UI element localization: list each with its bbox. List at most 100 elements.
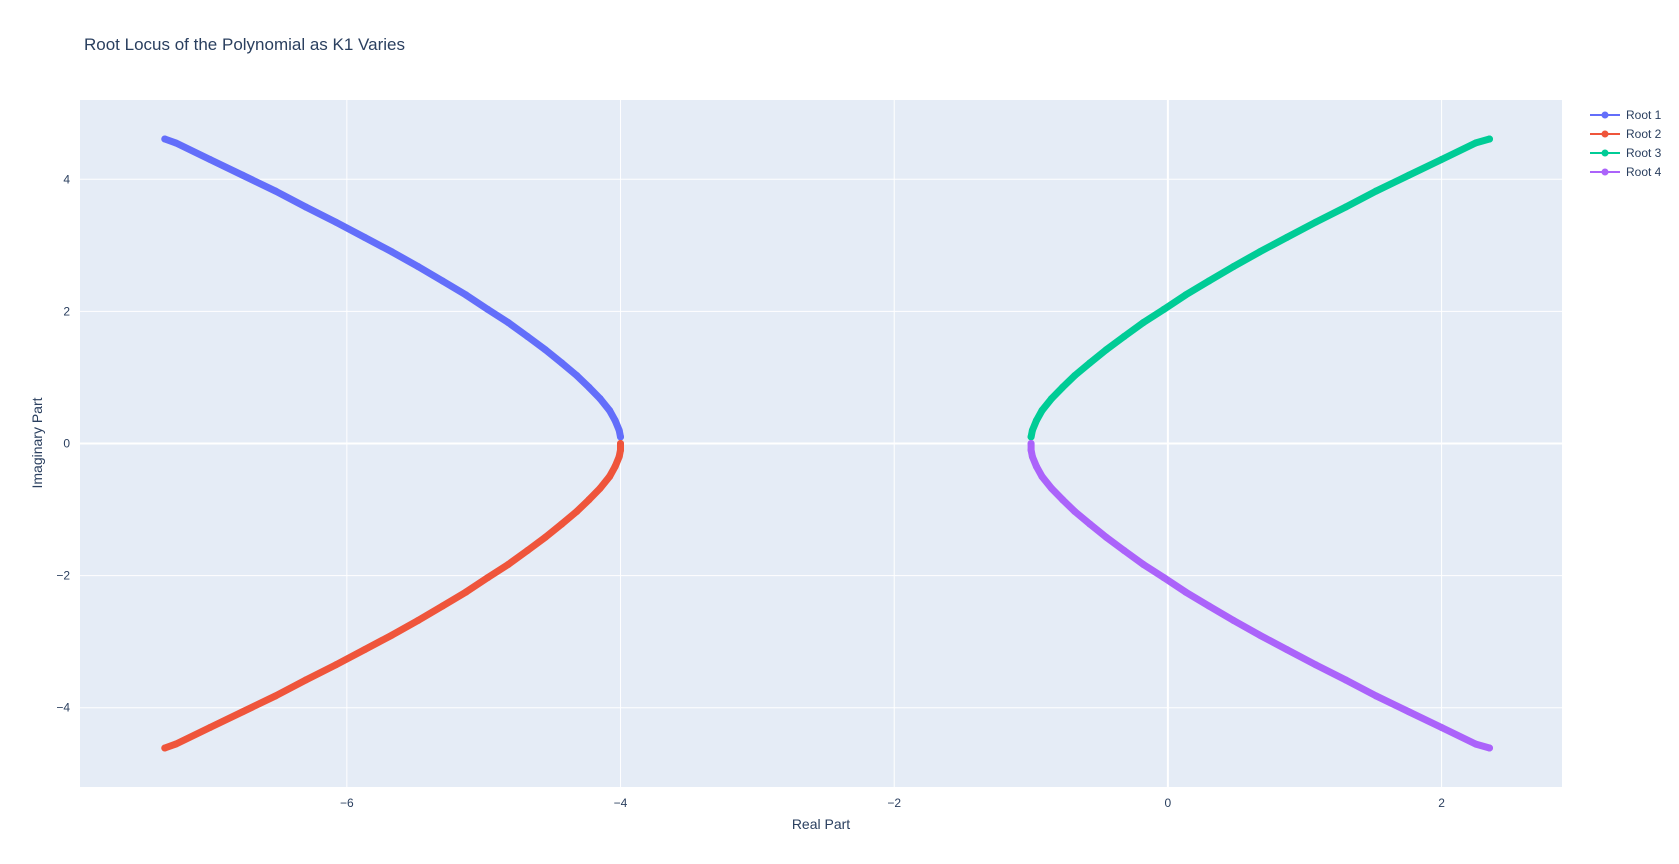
x-tick-label: −6 bbox=[340, 796, 354, 810]
tick-labels: −6 −4 −2 0 2 −4 −2 0 2 4 bbox=[56, 172, 1445, 810]
data-point bbox=[1312, 218, 1320, 226]
data-point bbox=[462, 588, 470, 596]
y-tick-label: −2 bbox=[56, 569, 70, 583]
data-point bbox=[161, 744, 169, 752]
data-point bbox=[558, 520, 566, 528]
series-3 bbox=[1027, 135, 1493, 441]
data-point bbox=[1438, 724, 1446, 732]
data-point bbox=[596, 395, 604, 403]
series-layer bbox=[161, 135, 1493, 752]
data-point bbox=[272, 187, 280, 195]
data-point bbox=[272, 692, 280, 700]
data-point bbox=[617, 433, 625, 441]
data-point bbox=[611, 416, 619, 424]
data-point bbox=[1071, 508, 1079, 516]
data-point bbox=[1086, 520, 1094, 528]
data-point bbox=[1038, 473, 1046, 481]
x-tick-label: 0 bbox=[1165, 796, 1172, 810]
data-point bbox=[523, 547, 531, 555]
data-point bbox=[585, 496, 593, 504]
data-point bbox=[1033, 416, 1041, 424]
y-tick-label: −4 bbox=[56, 701, 70, 715]
data-point bbox=[1071, 371, 1079, 379]
legend-item[interactable]: Root 1 bbox=[1590, 108, 1662, 122]
legend-label: Root 2 bbox=[1626, 127, 1662, 141]
data-point bbox=[332, 661, 340, 669]
data-point bbox=[1048, 395, 1056, 403]
data-point bbox=[1485, 135, 1493, 143]
data-point bbox=[573, 371, 581, 379]
data-point bbox=[1033, 463, 1041, 471]
legend-label: Root 1 bbox=[1626, 108, 1662, 122]
legend[interactable]: Root 1 Root 2 Root 3 Root 4 bbox=[1590, 108, 1662, 179]
data-point bbox=[541, 533, 549, 541]
legend-swatch-marker bbox=[1601, 130, 1609, 138]
data-point bbox=[462, 291, 470, 299]
data-point bbox=[1283, 233, 1291, 241]
data-point bbox=[1256, 248, 1264, 256]
data-point bbox=[1230, 262, 1238, 270]
legend-swatch-marker bbox=[1601, 111, 1609, 119]
legend-item[interactable]: Root 2 bbox=[1590, 127, 1662, 141]
data-point bbox=[606, 473, 614, 481]
data-point bbox=[523, 332, 531, 340]
data-point bbox=[1405, 171, 1413, 179]
series-1 bbox=[161, 135, 625, 441]
series-4 bbox=[1027, 440, 1493, 752]
data-point bbox=[1342, 676, 1350, 684]
y-axis-title: Imaginary Part bbox=[29, 397, 45, 488]
y-tick-label: 0 bbox=[63, 437, 70, 451]
data-point bbox=[1256, 631, 1264, 639]
data-point bbox=[414, 262, 422, 270]
data-point bbox=[1139, 560, 1147, 568]
data-point bbox=[1472, 139, 1480, 147]
chart-title: Root Locus of the Polynomial as K1 Varie… bbox=[84, 35, 405, 54]
data-point bbox=[332, 218, 340, 226]
x-tick-label: 2 bbox=[1438, 796, 1445, 810]
data-point bbox=[585, 383, 593, 391]
data-point bbox=[1027, 440, 1035, 447]
data-point bbox=[606, 406, 614, 414]
data-point bbox=[615, 426, 623, 434]
data-point bbox=[1120, 547, 1128, 555]
data-point bbox=[1182, 291, 1190, 299]
data-point bbox=[558, 359, 566, 367]
data-point bbox=[1139, 319, 1147, 327]
data-point bbox=[1205, 602, 1213, 610]
data-point bbox=[617, 440, 625, 447]
data-point bbox=[361, 233, 369, 241]
data-point bbox=[1160, 574, 1168, 582]
series-2 bbox=[161, 440, 625, 752]
data-point bbox=[1102, 533, 1110, 541]
data-point bbox=[1342, 203, 1350, 211]
data-point bbox=[1230, 617, 1238, 625]
data-point bbox=[1312, 661, 1320, 669]
data-point bbox=[161, 135, 169, 143]
data-point bbox=[439, 277, 447, 285]
data-point bbox=[484, 305, 492, 313]
data-point bbox=[1059, 383, 1067, 391]
x-tick-label: −4 bbox=[614, 796, 628, 810]
legend-item[interactable]: Root 3 bbox=[1590, 146, 1662, 160]
data-point bbox=[172, 740, 180, 748]
data-point bbox=[504, 319, 512, 327]
data-point bbox=[388, 631, 396, 639]
data-point bbox=[573, 508, 581, 516]
data-point bbox=[484, 574, 492, 582]
data-point bbox=[1059, 496, 1067, 504]
data-point bbox=[541, 346, 549, 354]
data-point bbox=[1205, 277, 1213, 285]
data-point bbox=[596, 484, 604, 492]
legend-item[interactable]: Root 4 bbox=[1590, 165, 1662, 179]
data-point bbox=[206, 155, 214, 163]
data-point bbox=[1372, 692, 1380, 700]
data-point bbox=[1086, 359, 1094, 367]
data-point bbox=[1405, 708, 1413, 716]
legend-label: Root 3 bbox=[1626, 146, 1662, 160]
data-point bbox=[439, 602, 447, 610]
data-point bbox=[1438, 155, 1446, 163]
data-point bbox=[1120, 332, 1128, 340]
data-point bbox=[1485, 744, 1493, 752]
data-point bbox=[172, 139, 180, 147]
